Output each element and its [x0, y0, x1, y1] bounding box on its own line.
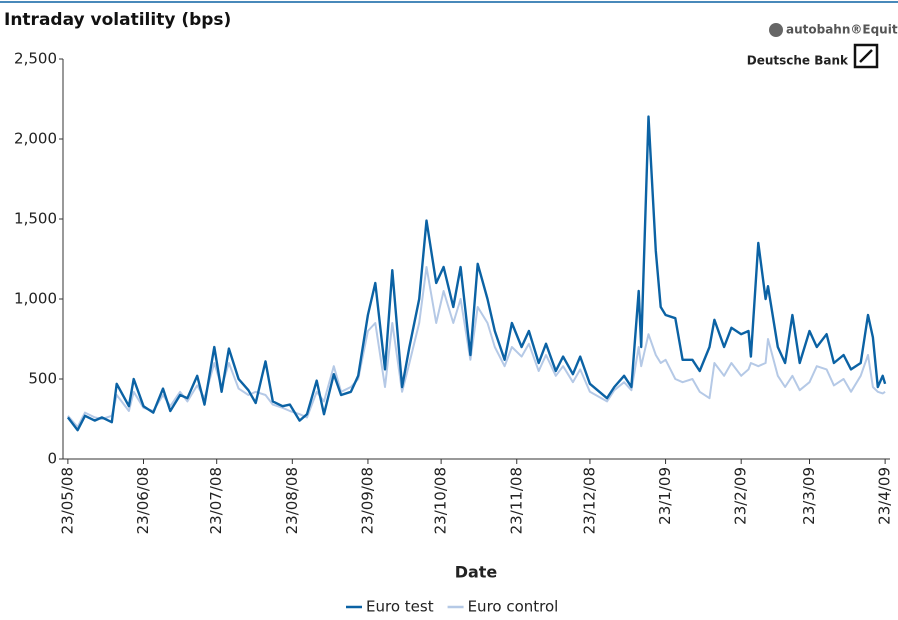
y-tick-label: 2,000: [14, 130, 57, 148]
x-tick-label: 23/06/08: [134, 467, 152, 534]
x-tick-label: 23/2/09: [732, 467, 750, 525]
y-tick-label: 1,000: [14, 290, 57, 308]
series-line: [67, 266, 886, 428]
legend-label: Euro control: [468, 598, 559, 616]
legend-label: Euro test: [366, 598, 434, 616]
y-tick-label: 500: [28, 370, 57, 388]
logo-box: [853, 43, 879, 69]
y-tick-label: 1,500: [14, 210, 57, 228]
logo-slash: [859, 49, 873, 63]
x-tick-label: 23/08/08: [283, 467, 301, 534]
x-tick-label: 23/07/08: [207, 467, 225, 534]
series-line: [66, 115, 887, 432]
x-tick-label: 23/10/08: [432, 467, 450, 534]
logo-icon: [769, 23, 783, 37]
y-tick-label: 2,500: [14, 50, 57, 68]
x-tick-label: 23/09/08: [358, 467, 376, 534]
x-tick-label: 23/12/08: [580, 467, 598, 534]
x-tick-label: 23/05/08: [58, 467, 76, 534]
x-tick-label: 23/3/09: [800, 467, 818, 525]
chart-title: Intraday volatility (bps): [4, 10, 231, 30]
x-tick-label: 23/1/09: [656, 467, 674, 525]
logo-brand: autobahn®Equity: [786, 23, 898, 37]
logo-company: Deutsche Bank: [747, 54, 849, 68]
y-tick-label: 0: [47, 450, 57, 468]
x-tick-label: 23/4/09: [876, 467, 894, 525]
x-axis-title: Date: [455, 563, 498, 582]
x-tick-label: 23/11/08: [507, 467, 525, 534]
